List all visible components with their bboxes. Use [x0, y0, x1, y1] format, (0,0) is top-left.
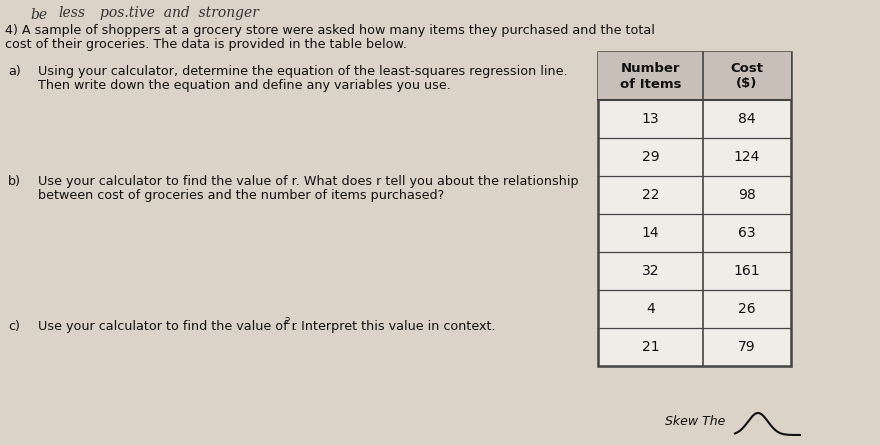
Text: pos.tive  and  stronger: pos.tive and stronger [100, 6, 259, 20]
Bar [598, 52, 791, 100]
Text: 124: 124 [734, 150, 760, 164]
Text: 22: 22 [642, 188, 659, 202]
Text: 4: 4 [646, 302, 655, 316]
Text: Number
of Items: Number of Items [620, 61, 681, 90]
Text: 21: 21 [642, 340, 659, 354]
Text: Using your calculator, determine the equation of the least-squares regression li: Using your calculator, determine the equ… [38, 65, 568, 78]
Text: 14: 14 [642, 226, 659, 240]
Text: 63: 63 [738, 226, 756, 240]
Text: 26: 26 [738, 302, 756, 316]
Text: 29: 29 [642, 150, 659, 164]
Text: Use your calculator to find the value of r. What does r tell you about the relat: Use your calculator to find the value of… [38, 175, 579, 188]
Text: Skew The: Skew The [665, 415, 725, 428]
Text: 161: 161 [734, 264, 760, 278]
Text: Cost
($): Cost ($) [730, 61, 764, 90]
Text: Then write down the equation and define any variables you use.: Then write down the equation and define … [38, 79, 451, 92]
Text: 79: 79 [738, 340, 756, 354]
Text: a): a) [8, 65, 21, 78]
Bar [598, 52, 791, 366]
Text: 13: 13 [642, 112, 659, 126]
Text: 84: 84 [738, 112, 756, 126]
Text: 2: 2 [284, 317, 290, 326]
Text: between cost of groceries and the number of items purchased?: between cost of groceries and the number… [38, 189, 444, 202]
Text: be: be [30, 8, 48, 22]
Text: c): c) [8, 320, 20, 333]
Text: b): b) [8, 175, 21, 188]
Text: Use your calculator to find the value of r: Use your calculator to find the value of… [38, 320, 297, 333]
Text: . Interpret this value in context.: . Interpret this value in context. [293, 320, 495, 333]
Text: cost of their groceries. The data is provided in the table below.: cost of their groceries. The data is pro… [5, 38, 407, 51]
Text: 32: 32 [642, 264, 659, 278]
Text: less: less [58, 6, 85, 20]
Text: 4) A sample of shoppers at a grocery store were asked how many items they purcha: 4) A sample of shoppers at a grocery sto… [5, 24, 655, 37]
Text: 98: 98 [738, 188, 756, 202]
